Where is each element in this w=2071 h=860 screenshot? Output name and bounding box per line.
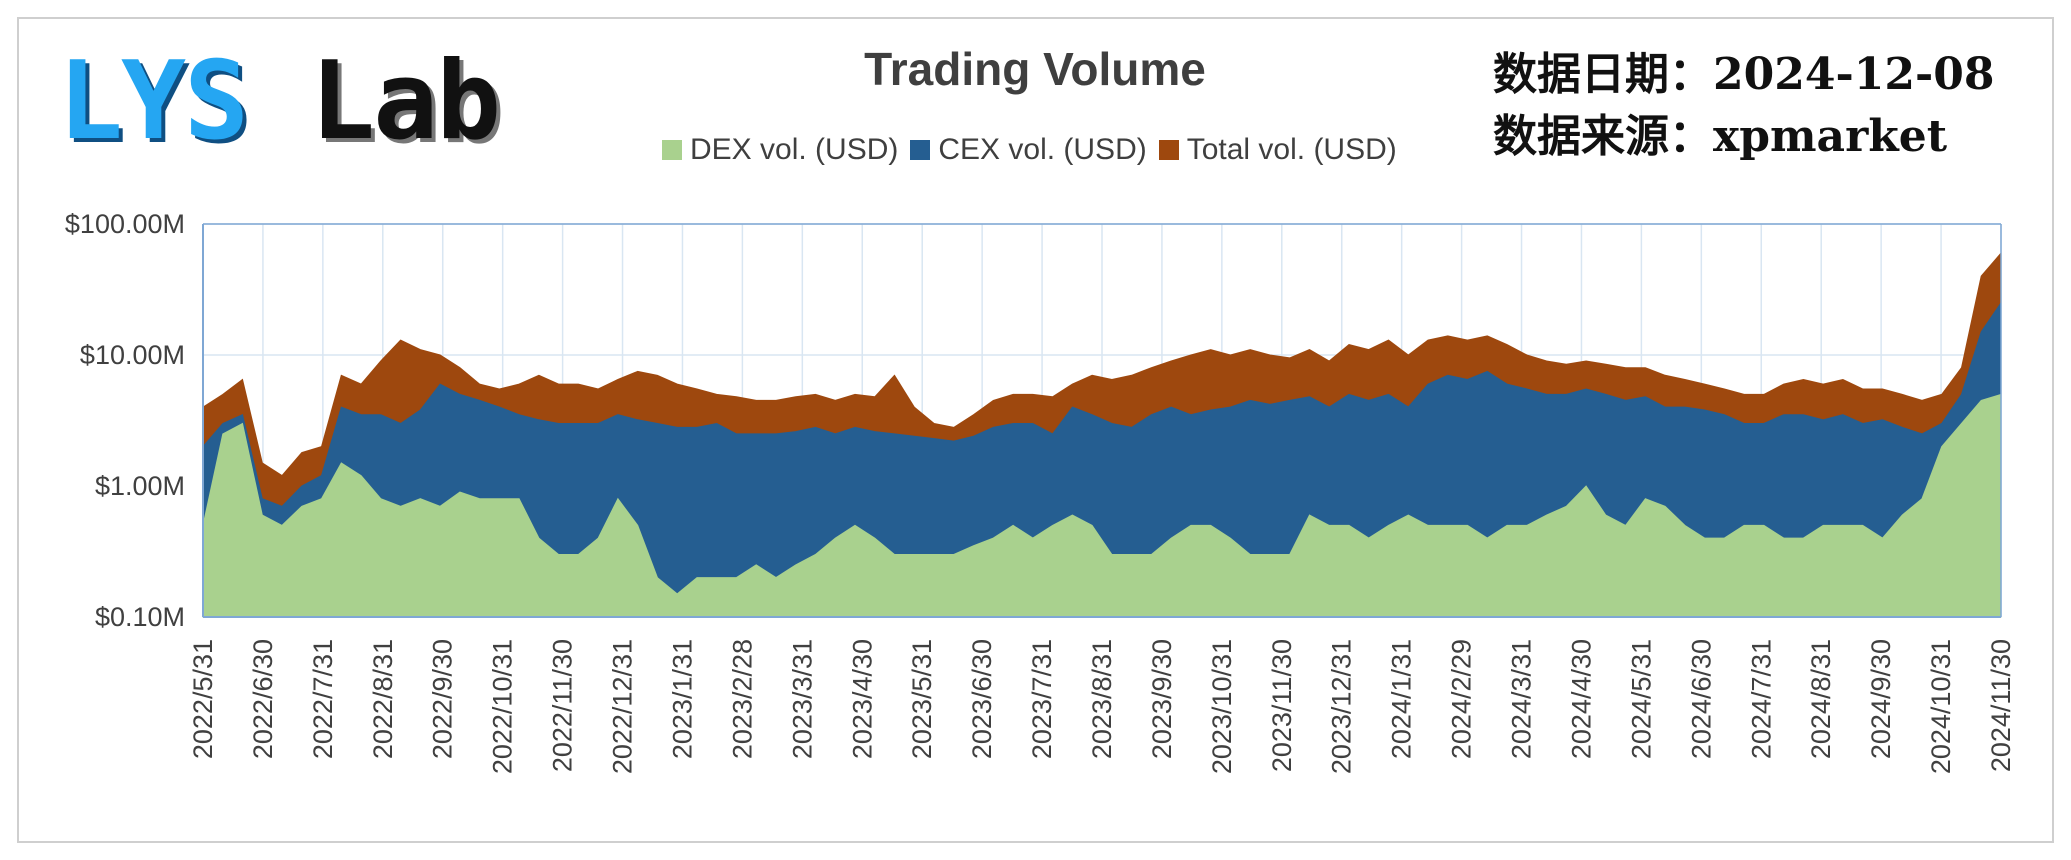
legend-label-dex: DEX vol. (USD) xyxy=(690,133,899,166)
legend-swatch-cex xyxy=(910,140,931,160)
legend-swatch-total xyxy=(1158,140,1179,160)
x-tick-label: 2023/2/28 xyxy=(727,639,757,759)
x-tick-label: 2024/2/29 xyxy=(1447,639,1477,759)
x-tick-label: 2023/5/31 xyxy=(907,639,937,759)
x-tick-label: 2023/6/30 xyxy=(967,639,997,759)
y-tick-label: $100.00M xyxy=(65,209,185,239)
y-tick-label: $1.00M xyxy=(95,471,185,501)
x-tick-label: 2022/8/31 xyxy=(368,639,398,759)
x-tick-label: 2022/6/30 xyxy=(248,639,278,759)
x-tick-label: 2023/1/31 xyxy=(667,639,697,759)
x-tick-label: 2022/10/31 xyxy=(488,639,518,774)
y-tick-label: $10.00M xyxy=(80,340,185,370)
series-dex-area xyxy=(202,393,2002,618)
x-tick-label: 2022/12/31 xyxy=(608,639,638,774)
x-tick-label: 2023/3/31 xyxy=(787,639,817,759)
legend-label-total: Total vol. (USD) xyxy=(1186,133,1397,166)
data-source-line: 数据来源：xpmarket xyxy=(1493,111,1948,162)
x-tick-label: 2022/11/30 xyxy=(548,639,578,772)
x-tick-label: 2024/1/31 xyxy=(1387,639,1417,759)
chart-legend: DEX vol. (USD) CEX vol. (USD) Total vol.… xyxy=(662,133,1409,167)
x-tick-label: 2023/10/31 xyxy=(1207,639,1237,774)
x-tick-label: 2022/9/30 xyxy=(428,639,458,759)
x-tick-label: 2023/11/30 xyxy=(1267,639,1297,772)
x-tick-label: 2023/9/30 xyxy=(1147,639,1177,759)
x-tick-label: 2024/4/30 xyxy=(1566,639,1596,759)
x-tick-label: 2023/7/31 xyxy=(1027,639,1057,759)
y-tick-label: $0.10M xyxy=(95,602,185,632)
x-tick-label: 2024/9/30 xyxy=(1866,639,1896,759)
x-tick-label: 2024/11/30 xyxy=(1986,639,2016,772)
x-tick-label: 2024/3/31 xyxy=(1507,639,1537,759)
x-tick-label: 2023/4/30 xyxy=(847,639,877,759)
data-date-line: 数据日期：2024-12-08 xyxy=(1493,49,1995,100)
x-tick-label: 2024/6/30 xyxy=(1686,639,1716,759)
x-tick-label: 2024/5/31 xyxy=(1626,639,1656,759)
x-tick-label: 2024/7/31 xyxy=(1746,639,1776,759)
legend-swatch-dex xyxy=(662,140,682,160)
info-block: 数据日期：2024-12-08 数据来源：xpmarket xyxy=(1493,44,1994,168)
lys-lab-logo: LYS Lab xyxy=(58,39,501,164)
x-tick-label: 2022/7/31 xyxy=(308,639,338,759)
x-tick-label: 2023/12/31 xyxy=(1327,639,1357,774)
legend-item-total[interactable]: Total vol. (USD) xyxy=(1158,133,1397,167)
legend-label-cex: CEX vol. (USD) xyxy=(938,133,1147,166)
legend-item-cex[interactable]: CEX vol. (USD) xyxy=(910,133,1147,167)
legend-item-dex[interactable]: DEX vol. (USD) xyxy=(662,133,898,167)
chart-title: Trading Volume xyxy=(864,43,1206,95)
x-tick-label: 2023/8/31 xyxy=(1087,639,1117,759)
x-tick-label: 2022/5/31 xyxy=(188,639,218,759)
x-tick-label: 2024/8/31 xyxy=(1806,639,1836,759)
x-tick-label: 2024/10/31 xyxy=(1926,639,1956,774)
